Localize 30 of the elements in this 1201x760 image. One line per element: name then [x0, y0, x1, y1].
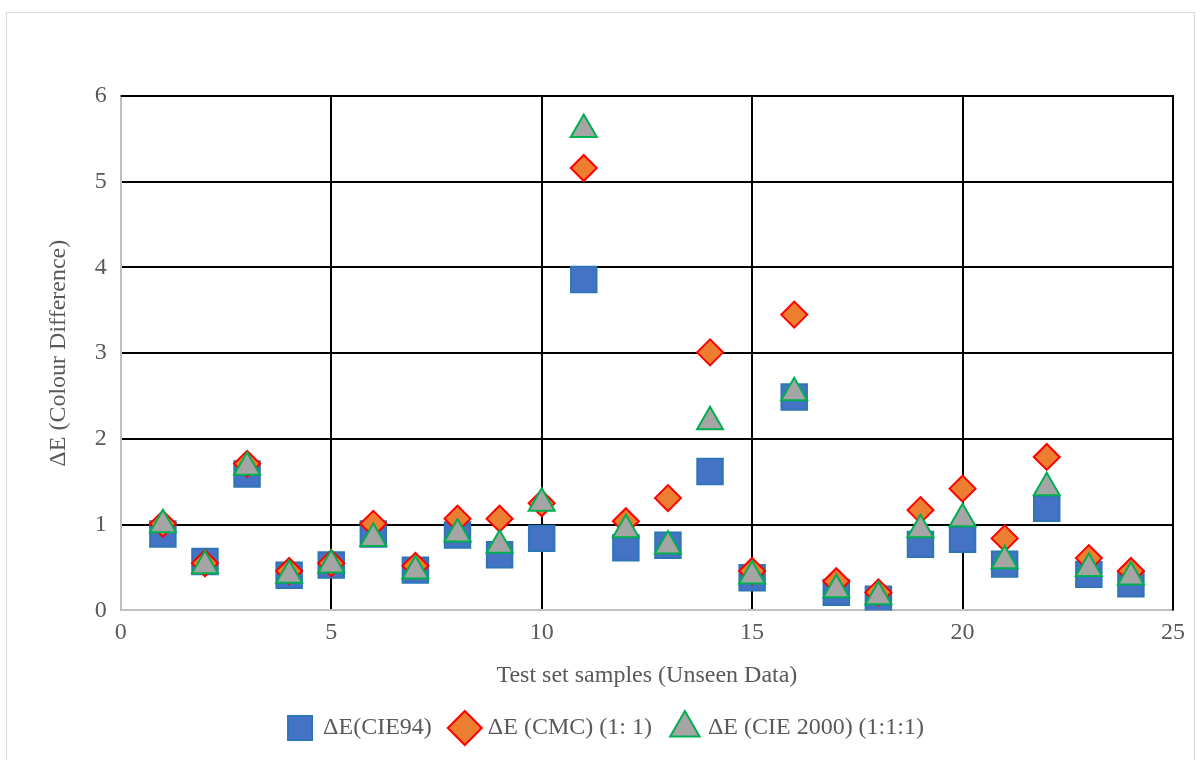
y-tick-label: 3: [94, 338, 107, 365]
point: [948, 525, 977, 553]
x-tick-label: 15: [740, 618, 765, 645]
point: [1033, 494, 1061, 523]
legend-label: ΔE (CIE 2000) (1:1:1): [707, 713, 924, 740]
point: [696, 457, 724, 486]
point: [527, 524, 556, 553]
y-axis-title: ΔE (Colour Difference): [43, 239, 70, 467]
point: [696, 338, 725, 367]
point: [780, 300, 809, 329]
x-tick-label: 5: [325, 618, 338, 645]
y-tick-label: 2: [94, 424, 107, 451]
point: [1032, 442, 1061, 471]
legend-label: ΔE(CIE94): [323, 713, 432, 740]
x-tick-label: 20: [950, 618, 975, 645]
x-tick-label: 10: [529, 618, 554, 645]
y-tick-label: 4: [94, 252, 107, 279]
y-tick-label: 1: [94, 509, 107, 536]
x-tick-label: 0: [114, 618, 127, 645]
x-tick-label: 25: [1161, 618, 1185, 645]
x-axis-title: Test set samples (Unseen Data): [496, 660, 798, 687]
y-tick-label: 5: [94, 167, 107, 194]
legend-label: ΔE (CMC) (1: 1): [487, 713, 652, 740]
point: [485, 504, 514, 533]
point: [570, 265, 598, 294]
point: [653, 484, 682, 513]
y-tick-label: 6: [94, 81, 107, 108]
point: [569, 154, 598, 183]
point: [948, 474, 977, 503]
y-tick-label: 0: [94, 595, 107, 622]
